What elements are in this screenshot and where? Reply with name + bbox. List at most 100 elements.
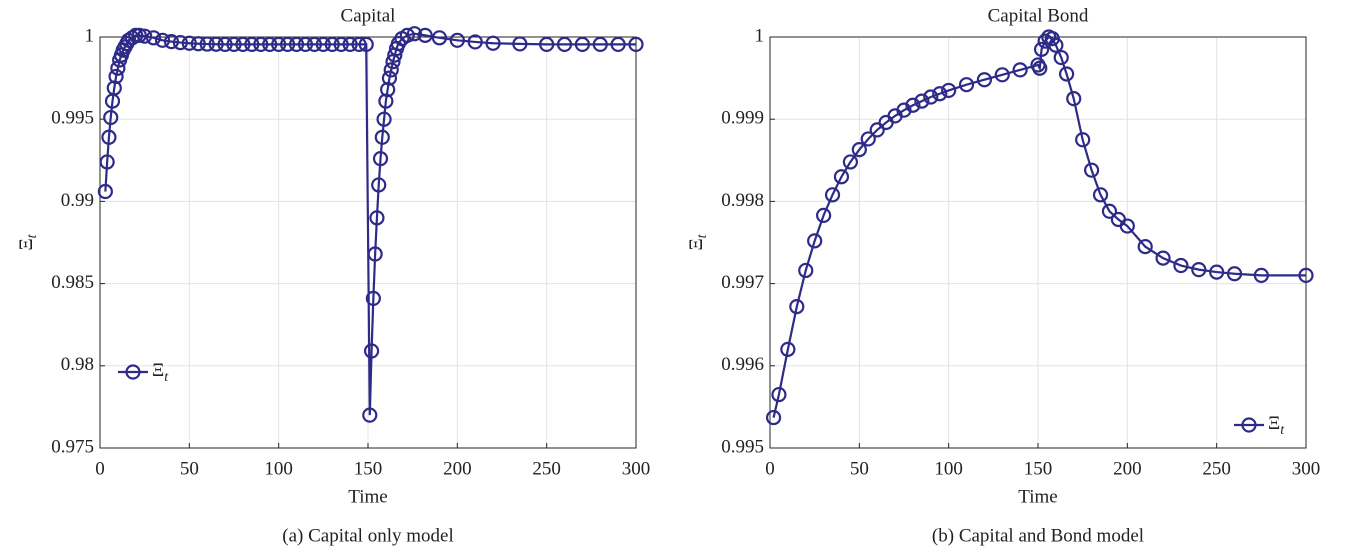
marker: [851, 142, 867, 158]
marker: [333, 36, 349, 52]
marker: [146, 30, 162, 46]
marker: [1226, 266, 1243, 282]
marker: [108, 68, 124, 85]
marker: [371, 177, 387, 193]
legend-label: Ξt: [152, 360, 169, 385]
marker: [905, 97, 921, 113]
y-tick-label: 0.99: [61, 190, 94, 211]
legend-marker: [125, 364, 141, 380]
marker: [628, 36, 644, 52]
marker: [315, 36, 331, 52]
x-tick-label: 100: [934, 458, 963, 479]
x-tick-label: 0: [95, 458, 105, 479]
legend-label-main: Ξ: [1268, 413, 1280, 434]
marker: [351, 36, 367, 52]
chart-title: Capital: [341, 5, 396, 26]
marker: [374, 129, 390, 145]
marker: [163, 34, 180, 50]
marker: [512, 36, 528, 52]
marker: [941, 82, 957, 99]
x-tick-label: 50: [850, 458, 869, 479]
x-tick-label: 200: [1113, 458, 1142, 479]
marker: [815, 207, 832, 223]
marker: [1298, 267, 1314, 283]
marker: [771, 386, 787, 403]
marker: [932, 86, 948, 102]
axes-box: [769, 36, 1307, 449]
marker: [842, 154, 859, 170]
marker: [1066, 91, 1082, 107]
marker: [807, 233, 823, 249]
marker: [199, 36, 215, 52]
marker: [378, 93, 394, 109]
marker: [372, 151, 389, 167]
marker: [1053, 49, 1069, 66]
legend-label: Ξt: [1268, 413, 1285, 438]
marker: [1033, 41, 1050, 57]
legend-label-sub: t: [164, 370, 169, 385]
x-tick-label: 250: [1202, 458, 1231, 479]
y-tick-label: 1: [755, 25, 765, 46]
marker: [780, 341, 796, 357]
legend-label-sub: t: [1280, 423, 1285, 438]
y-tick-label: 1: [85, 25, 95, 46]
subplot: 0 50 100 150 200 250 300 0.995 0.996 0.997 0.998 0.…: [686, 5, 1320, 546]
marker: [1155, 250, 1171, 266]
marker: [208, 36, 224, 52]
marker: [226, 36, 242, 52]
x-tick-label: 300: [622, 458, 651, 479]
x-tick-label: 100: [264, 458, 293, 479]
marker: [190, 36, 206, 52]
marker: [399, 27, 415, 43]
y-axis-label-main: Ξ: [16, 238, 37, 250]
marker: [297, 36, 314, 52]
marker: [369, 210, 385, 226]
marker: [365, 290, 381, 306]
marker: [467, 34, 483, 50]
marker: [1137, 239, 1153, 255]
marker: [833, 169, 850, 185]
x-tick-label: 200: [443, 458, 472, 479]
marker: [860, 131, 876, 147]
y-tick-label: 0.997: [721, 272, 764, 293]
y-axis-label-sub: t: [695, 233, 710, 238]
marker: [235, 36, 251, 52]
caption: (a) Capital only model: [282, 525, 453, 546]
marker: [380, 82, 396, 98]
marker: [994, 67, 1010, 83]
marker: [869, 122, 885, 138]
x-tick-label: 250: [532, 458, 561, 479]
y-tick-label: 0.995: [51, 108, 94, 129]
marker: [1253, 267, 1269, 283]
legend: Ξt: [118, 360, 169, 385]
marker: [1032, 60, 1048, 76]
marker: [1048, 37, 1064, 53]
y-tick-label: 0.999: [721, 108, 764, 129]
marker: [217, 36, 233, 52]
chart-title: Capital Bond: [988, 5, 1089, 26]
marker: [101, 129, 117, 145]
x-tick-label: 0: [765, 458, 775, 479]
x-tick-label: 50: [180, 458, 199, 479]
x-axis-label: Time: [1018, 486, 1057, 507]
legend: Ξt: [1234, 413, 1285, 438]
marker: [103, 109, 119, 126]
marker: [1209, 264, 1225, 280]
marker: [485, 35, 501, 51]
marker: [1101, 203, 1118, 219]
marker: [789, 299, 805, 315]
marker: [376, 111, 392, 127]
marker: [381, 70, 398, 86]
legend-marker: [1241, 417, 1257, 433]
x-axis-label: Time: [348, 486, 387, 507]
marker: [324, 36, 340, 52]
marker: [97, 183, 113, 200]
marker: [181, 35, 197, 51]
marker: [556, 36, 573, 52]
marker: [431, 30, 448, 46]
marker: [1191, 262, 1207, 278]
y-axis-label-sub: t: [25, 233, 40, 238]
marker: [154, 32, 171, 48]
marker: [137, 28, 153, 44]
